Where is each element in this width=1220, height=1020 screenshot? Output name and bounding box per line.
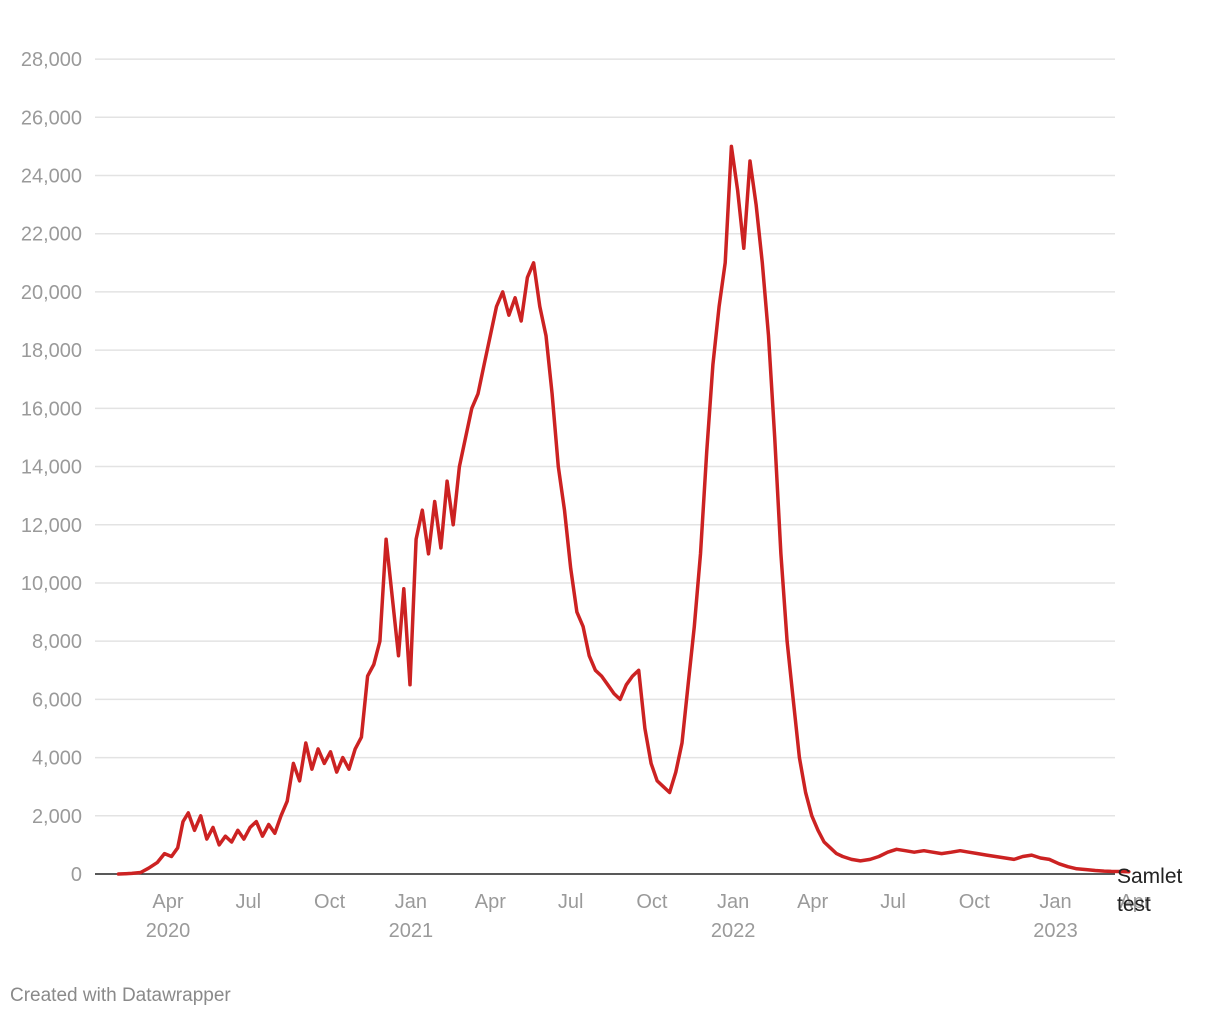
y-tick-label: 2,000	[32, 806, 82, 828]
y-tick-label: 4,000	[32, 748, 82, 770]
x-tick-label: Oct	[959, 891, 991, 913]
x-tick-label: Jan	[717, 891, 749, 913]
x-tick-label: Apr	[797, 891, 828, 913]
credit-text: Created with Datawrapper	[10, 985, 231, 1006]
y-axis-tick-labels: 0 2,000 4,000 6,000 8,000 10,000 12,000 14,000 1…	[21, 49, 82, 886]
y-tick-label: 12,000	[21, 515, 82, 537]
y-tick-label: 18,000	[21, 340, 82, 362]
y-tick-label: 8,000	[32, 631, 82, 653]
y-tick-label: 28,000	[21, 49, 82, 71]
y-tick-label: 22,000	[21, 224, 82, 246]
y-tick-label: 14,000	[21, 457, 82, 479]
x-tick-label: Jan	[395, 891, 427, 913]
x-tick-year-label: 2020	[146, 920, 191, 942]
y-tick-label: 0	[71, 864, 82, 886]
y-tick-label: 16,000	[21, 398, 82, 420]
series-label-line-1: Samlet	[1117, 865, 1183, 888]
x-tick-label: Jan	[1039, 891, 1071, 913]
x-tick-label: Oct	[636, 891, 668, 913]
x-tick-label: Oct	[314, 891, 346, 913]
x-tick-label: Apr	[475, 891, 506, 913]
x-tick-label: Jul	[880, 891, 906, 913]
x-tick-label: Jul	[236, 891, 262, 913]
x-axis-tick-labels: Apr 2020 Jul Oct Jan 2021 Apr Jul Oct Jan 2022 Apr J…	[146, 891, 1151, 942]
series-lines	[116, 144, 1131, 876]
y-tick-label: 10,000	[21, 573, 82, 595]
y-tick-label: 24,000	[21, 166, 82, 188]
x-tick-year-label: 2021	[389, 920, 434, 942]
gridlines	[95, 58, 1115, 817]
y-tick-label: 26,000	[21, 107, 82, 129]
y-tick-label: 20,000	[21, 282, 82, 304]
x-tick-label: Apr	[152, 891, 183, 913]
series-line	[116, 144, 1131, 876]
series-label-line-2: test	[1117, 893, 1151, 916]
x-tick-year-label: 2022	[711, 920, 756, 942]
x-tick-label: Jul	[558, 891, 584, 913]
x-tick-year-label: 2023	[1033, 920, 1078, 942]
x-tick-label: Apr	[1119, 891, 1150, 913]
y-tick-label: 6,000	[32, 689, 82, 711]
